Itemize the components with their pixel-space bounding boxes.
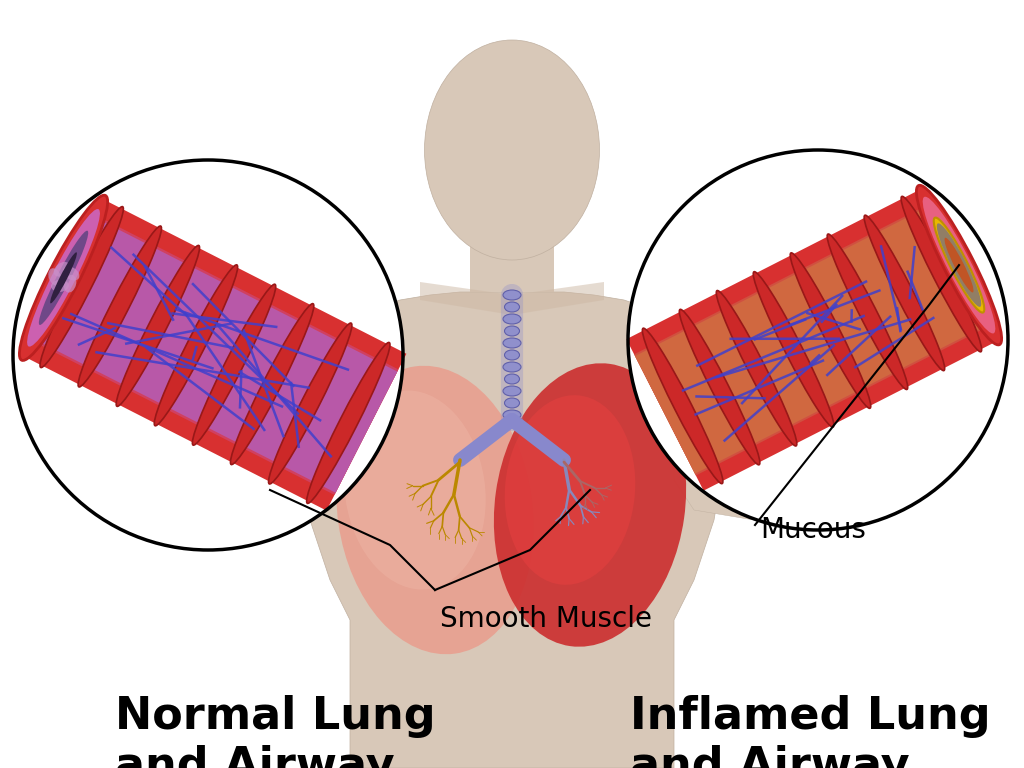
Ellipse shape xyxy=(503,386,521,396)
Ellipse shape xyxy=(62,266,80,280)
Ellipse shape xyxy=(505,398,519,408)
Ellipse shape xyxy=(39,230,88,325)
Ellipse shape xyxy=(116,246,200,406)
Ellipse shape xyxy=(336,366,534,654)
Polygon shape xyxy=(512,282,604,315)
Ellipse shape xyxy=(505,326,519,336)
Text: Mucous: Mucous xyxy=(760,516,866,544)
Polygon shape xyxy=(627,190,997,491)
Ellipse shape xyxy=(306,343,390,503)
Ellipse shape xyxy=(937,223,981,307)
Ellipse shape xyxy=(40,207,124,368)
Ellipse shape xyxy=(754,272,834,427)
Polygon shape xyxy=(200,360,350,520)
Ellipse shape xyxy=(827,234,907,389)
Ellipse shape xyxy=(916,185,1001,345)
Ellipse shape xyxy=(19,195,108,360)
Polygon shape xyxy=(634,204,990,475)
Ellipse shape xyxy=(78,226,162,387)
Ellipse shape xyxy=(48,268,61,286)
Ellipse shape xyxy=(425,40,599,260)
Ellipse shape xyxy=(934,217,984,313)
Circle shape xyxy=(13,160,403,550)
Text: Normal Lung
and Airway: Normal Lung and Airway xyxy=(115,695,435,768)
Polygon shape xyxy=(33,217,397,493)
Ellipse shape xyxy=(155,265,238,425)
Polygon shape xyxy=(635,207,989,474)
Ellipse shape xyxy=(503,338,521,348)
Ellipse shape xyxy=(230,303,313,465)
Circle shape xyxy=(628,150,1008,530)
Ellipse shape xyxy=(791,253,870,409)
Text: Smooth Muscle: Smooth Muscle xyxy=(440,605,652,633)
Ellipse shape xyxy=(901,197,982,352)
Ellipse shape xyxy=(344,390,485,590)
Ellipse shape xyxy=(923,197,995,333)
Polygon shape xyxy=(24,200,407,511)
Ellipse shape xyxy=(503,362,521,372)
Polygon shape xyxy=(300,292,724,768)
Ellipse shape xyxy=(51,280,69,292)
Ellipse shape xyxy=(505,302,519,312)
Polygon shape xyxy=(674,360,824,520)
Ellipse shape xyxy=(864,215,945,371)
Ellipse shape xyxy=(63,275,77,293)
Ellipse shape xyxy=(503,290,521,300)
Polygon shape xyxy=(470,240,554,292)
Ellipse shape xyxy=(679,310,760,465)
Ellipse shape xyxy=(503,314,521,324)
Ellipse shape xyxy=(503,410,521,420)
Ellipse shape xyxy=(716,290,797,446)
Ellipse shape xyxy=(505,374,519,384)
Ellipse shape xyxy=(642,328,723,484)
Ellipse shape xyxy=(193,284,275,445)
Polygon shape xyxy=(420,282,512,315)
Text: Inflamed Lung
and Airway: Inflamed Lung and Airway xyxy=(630,695,990,768)
Ellipse shape xyxy=(268,323,352,484)
Ellipse shape xyxy=(505,396,635,584)
Ellipse shape xyxy=(53,262,70,276)
Ellipse shape xyxy=(27,209,100,346)
Ellipse shape xyxy=(944,238,974,293)
Polygon shape xyxy=(32,215,398,495)
Ellipse shape xyxy=(505,350,519,360)
Ellipse shape xyxy=(50,253,77,303)
Ellipse shape xyxy=(494,363,686,647)
